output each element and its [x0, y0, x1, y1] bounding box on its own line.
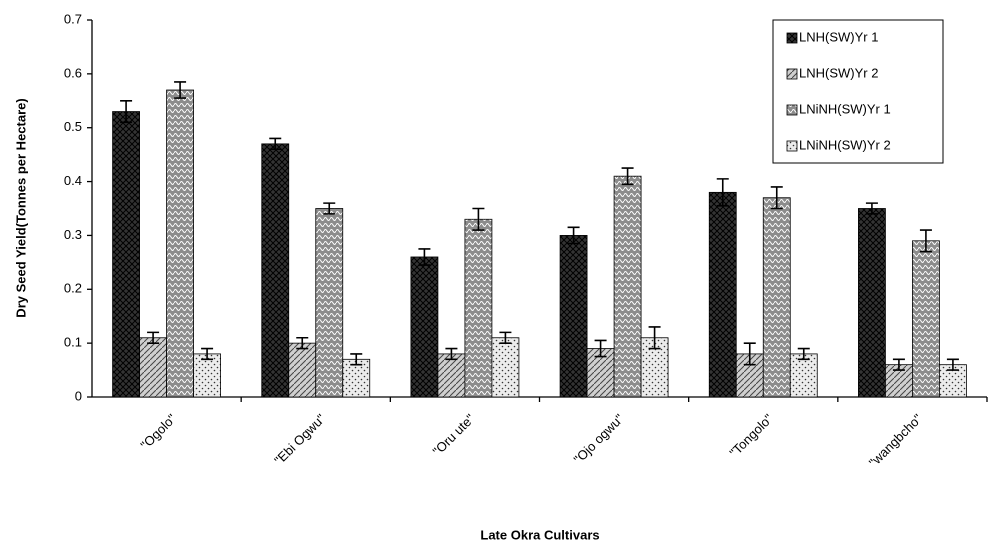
x-tick-label: "wangbcho" — [866, 411, 925, 470]
bar — [437, 353, 466, 398]
y-tick-label: 0.7 — [64, 11, 82, 26]
x-axis-label: Late Okra Cultivars — [480, 527, 599, 542]
error-bar — [743, 342, 756, 366]
error-bar — [269, 137, 282, 151]
legend-label: LNiNH(SW)Yr 1 — [799, 101, 891, 116]
bar — [912, 240, 940, 398]
error-bar — [567, 226, 580, 245]
error-bar — [120, 99, 133, 124]
error-bar — [296, 336, 309, 350]
bar — [613, 175, 642, 398]
error-bar — [472, 207, 485, 231]
legend-label: LNiNH(SW)Yr 2 — [799, 137, 891, 152]
legend-swatch — [786, 68, 798, 80]
legend-swatch — [786, 140, 798, 152]
error-bar — [418, 248, 431, 266]
bar — [342, 358, 371, 398]
error-bar — [594, 339, 607, 358]
error-bar — [865, 202, 878, 215]
x-tick-label: "Tongolo" — [726, 411, 776, 461]
error-bar — [648, 326, 661, 350]
error-bar — [323, 202, 336, 215]
error-bar — [445, 347, 458, 361]
error-bar — [716, 178, 729, 207]
bar — [939, 364, 967, 398]
legend-label: LNH(SW)Yr 2 — [799, 65, 878, 80]
error-bar — [919, 229, 932, 253]
error-bar — [201, 347, 214, 361]
y-tick-label: 0.6 — [64, 65, 82, 80]
error-bar — [499, 331, 512, 344]
y-tick-label: 0.3 — [64, 227, 82, 242]
y-tick-label: 0.4 — [64, 173, 82, 188]
legend-box — [772, 19, 944, 164]
y-axis-label: Dry Seed Yield(Tonnes per Hectare) — [13, 98, 28, 317]
y-tick-label: 0.5 — [64, 119, 82, 134]
bar — [261, 143, 290, 398]
error-bar — [621, 167, 634, 186]
bar — [789, 353, 818, 398]
error-bar — [946, 358, 959, 371]
bar — [112, 111, 140, 398]
y-tick-label: 0.2 — [64, 281, 82, 296]
error-bar — [174, 81, 187, 99]
bar — [762, 197, 791, 398]
x-tick-label: "Ojo ogwu" — [571, 411, 627, 467]
error-bar — [892, 358, 905, 371]
bar — [288, 342, 317, 398]
bar — [491, 337, 520, 398]
error-bar — [797, 347, 810, 361]
y-tick-label: 0.1 — [64, 335, 82, 350]
bar — [858, 208, 886, 398]
bar — [166, 89, 194, 398]
legend-label: LNH(SW)Yr 1 — [799, 29, 878, 44]
bar — [559, 235, 588, 398]
legend-swatch — [786, 32, 798, 44]
bar — [708, 191, 737, 398]
error-bar — [770, 186, 783, 210]
error-bar — [147, 331, 160, 344]
bar — [193, 353, 221, 398]
bar — [315, 208, 344, 398]
x-tick-label: "Oru ute" — [430, 411, 478, 459]
x-tick-label: "Ogolo" — [137, 411, 179, 453]
bar — [464, 218, 493, 398]
bar — [410, 256, 439, 398]
x-tick-label: "Ebi Ogwu" — [271, 411, 328, 468]
bar — [139, 337, 167, 398]
error-bar — [350, 353, 363, 366]
legend-swatch — [786, 104, 798, 116]
y-tick-label: 0 — [75, 388, 82, 403]
